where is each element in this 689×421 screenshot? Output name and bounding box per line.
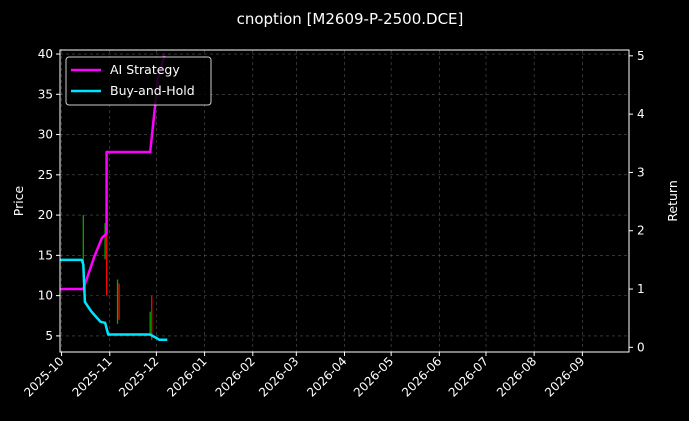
left-tick-label: 25 xyxy=(38,168,53,182)
y-axis-label-left: Price xyxy=(11,185,26,216)
grid xyxy=(60,50,629,352)
right-tick-label: 0 xyxy=(637,340,645,354)
left-tick-label: 40 xyxy=(38,47,53,61)
legend-label-ai-strategy: AI Strategy xyxy=(110,62,180,77)
left-tick-label: 5 xyxy=(45,329,53,343)
y-axis-label-right: Return xyxy=(665,180,680,221)
left-axis: 5 10 15 20 25 30 35 40 xyxy=(38,47,60,343)
right-axis: 0 1 2 3 4 5 xyxy=(629,49,645,354)
right-tick-label: 4 xyxy=(637,107,645,121)
right-tick-label: 5 xyxy=(637,49,645,63)
legend-label-buy-and-hold: Buy-and-Hold xyxy=(110,83,195,98)
left-tick-label: 15 xyxy=(38,248,53,262)
legend: AI Strategy Buy-and-Hold xyxy=(65,56,212,106)
chart-title: cnoption [M2609-P-2500.DCE] xyxy=(237,10,464,28)
right-tick-label: 2 xyxy=(637,224,645,238)
candles xyxy=(82,211,153,340)
legend-box xyxy=(65,56,212,106)
left-tick-label: 10 xyxy=(38,289,53,303)
series-line-buy-and-hold xyxy=(60,258,168,342)
left-tick-label: 30 xyxy=(38,128,53,142)
right-tick-label: 1 xyxy=(637,282,645,296)
left-tick-label: 20 xyxy=(38,208,53,222)
right-tick-label: 3 xyxy=(637,165,645,179)
left-tick-label: 35 xyxy=(38,87,53,101)
